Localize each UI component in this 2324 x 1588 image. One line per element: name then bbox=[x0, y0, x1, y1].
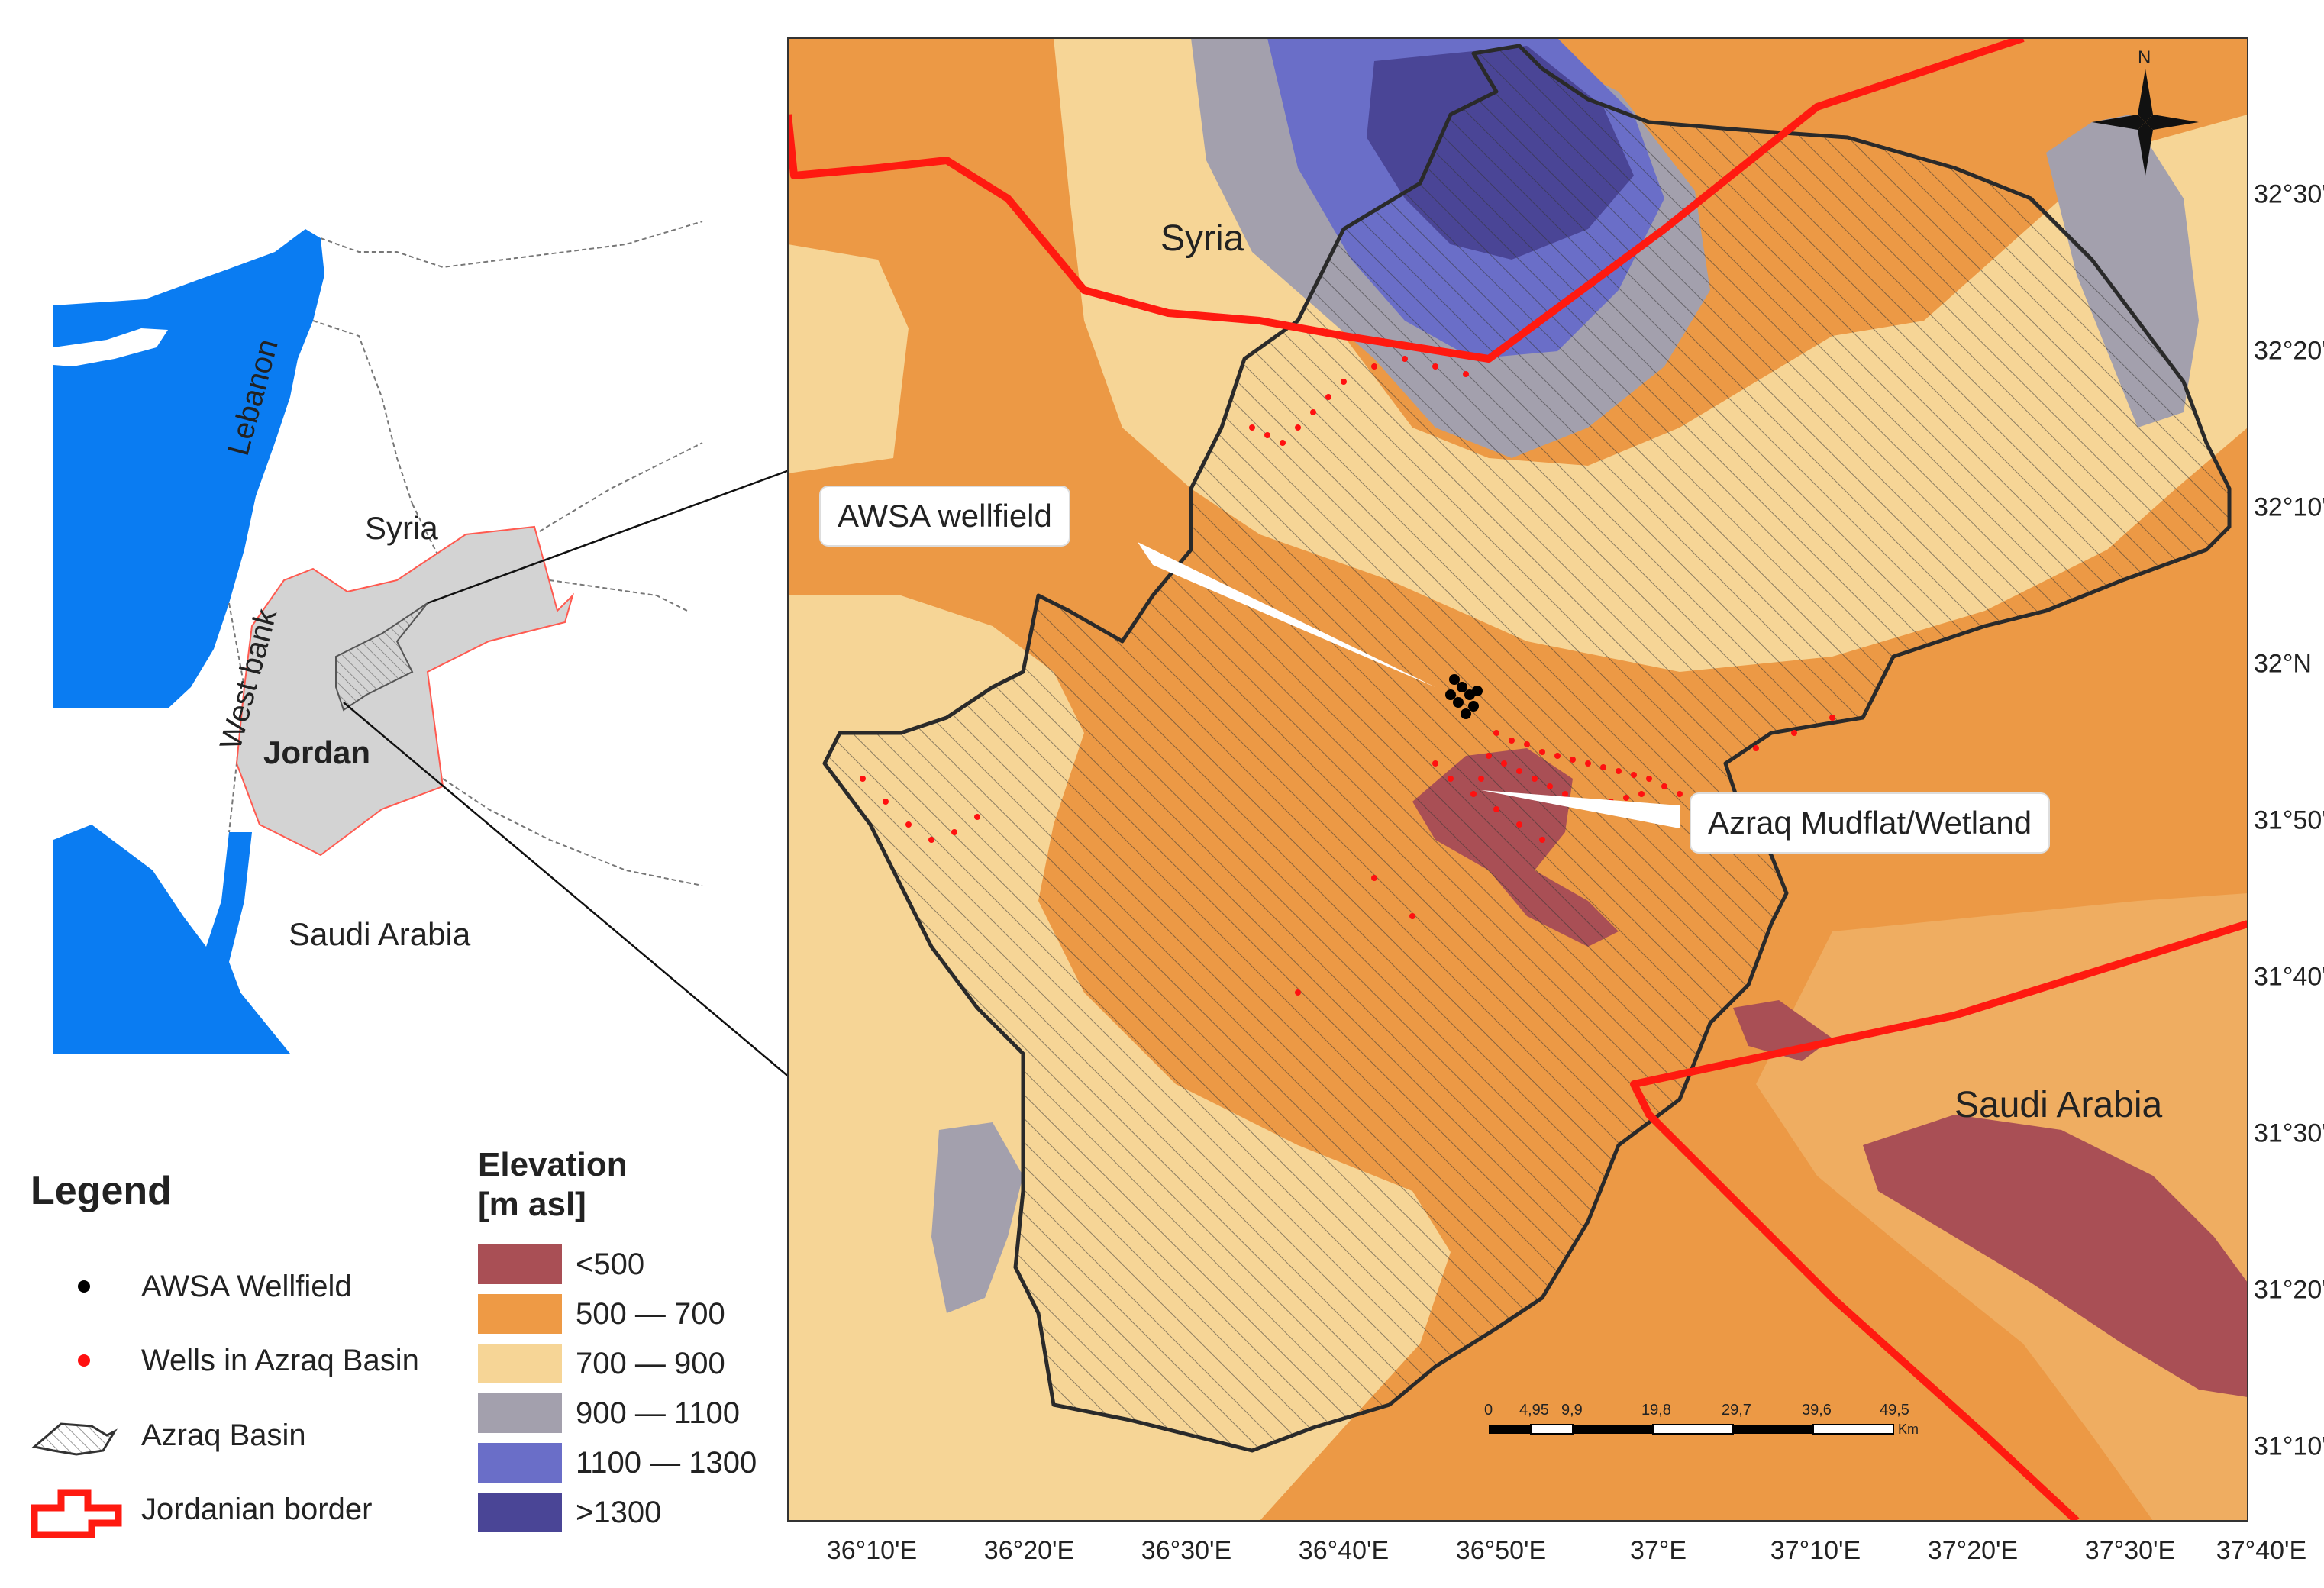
y-tick-6: 31°40'N bbox=[2254, 962, 2324, 992]
x-tick-8: 37°20'E bbox=[1927, 1536, 2019, 1565]
inset-label-saudi-arabia: Saudi Arabia bbox=[289, 916, 471, 952]
legend-red-dot-symbol bbox=[78, 1354, 90, 1367]
map-label-saudi-arabia: Saudi Arabia bbox=[1954, 1085, 2163, 1125]
scale-unit: Km bbox=[1898, 1422, 1919, 1437]
wells-azraq-basin bbox=[860, 356, 1835, 996]
elevation-label: 700 — 900 bbox=[576, 1347, 725, 1380]
elevation-label: <500 bbox=[576, 1247, 645, 1281]
elev-under-500-saudi bbox=[1863, 1115, 2248, 1397]
elevation-swatch bbox=[478, 1294, 562, 1334]
elevation-title-line1: Elevation bbox=[478, 1146, 628, 1183]
legend-title: Legend bbox=[31, 1169, 172, 1213]
scale-tick-0: 0 bbox=[1484, 1402, 1493, 1419]
elevation-label: >1300 bbox=[576, 1496, 662, 1529]
y-tick-2: 32°20'N bbox=[2254, 336, 2324, 366]
x-tick-3: 36°30'E bbox=[1141, 1536, 1232, 1565]
north-arrow bbox=[2092, 69, 2199, 176]
azraq-callout-pointer bbox=[1481, 790, 1680, 828]
y-tick-3: 32°10'N bbox=[2254, 492, 2324, 522]
scale-tick-4: 29,7 bbox=[1722, 1402, 1751, 1419]
legend-basin-symbol bbox=[31, 1422, 118, 1456]
legend-label: Wells in Azraq Basin bbox=[141, 1343, 419, 1377]
y-tick-4: 32°N bbox=[2254, 649, 2312, 679]
inset-sea-red bbox=[53, 825, 321, 1054]
callout-azraq-mudflat: Azraq Mudflat/Wetland bbox=[1691, 794, 2049, 852]
elevation-swatch bbox=[478, 1244, 562, 1284]
azraq-basin bbox=[822, 44, 2232, 1453]
y-tick-8: 31°20'N bbox=[2254, 1275, 2324, 1305]
legend-border-symbol bbox=[31, 1489, 122, 1538]
x-tick-10: 37°40'E bbox=[2216, 1536, 2307, 1565]
elevation-swatch bbox=[478, 1443, 562, 1483]
legend-label: Jordanian border bbox=[141, 1492, 373, 1526]
elevation-label: 500 — 700 bbox=[576, 1297, 725, 1331]
callout-awsa-wellfield: AWSA wellfield bbox=[821, 487, 1069, 545]
scale-bar bbox=[1489, 1424, 1894, 1435]
inset-jordan bbox=[235, 525, 575, 857]
jordanian-border bbox=[788, 38, 2025, 363]
elev-700-900-west bbox=[788, 244, 909, 473]
inset-map bbox=[53, 221, 1322, 1268]
inset-azraq-basin bbox=[335, 602, 428, 712]
x-tick-1: 36°10'E bbox=[826, 1536, 918, 1565]
x-tick-9: 37°30'E bbox=[2084, 1536, 2176, 1565]
x-tick-6: 37°E bbox=[1629, 1536, 1687, 1565]
main-map-frame bbox=[787, 37, 2248, 1522]
y-tick-9: 31°10'N bbox=[2254, 1431, 2324, 1461]
inset-cyprus bbox=[53, 328, 168, 366]
awsa-wellfield bbox=[1445, 674, 1483, 719]
jordan-saudi-border bbox=[1630, 920, 2248, 1521]
elevation-label: 1100 — 1300 bbox=[576, 1446, 757, 1480]
scale-tick-6: 49,5 bbox=[1880, 1402, 1909, 1419]
scale-tick-2: 9,9 bbox=[1561, 1402, 1583, 1419]
elevation-label: 900 — 1100 bbox=[576, 1396, 740, 1430]
y-tick-7: 31°30'N bbox=[2254, 1118, 2324, 1148]
y-tick-1: 32°30'N bbox=[2254, 179, 2324, 209]
scale-tick-3: 19,8 bbox=[1641, 1402, 1671, 1419]
awsa-callout-pointer bbox=[1138, 542, 1435, 687]
y-tick-5: 31°50'N bbox=[2254, 805, 2324, 835]
elevation-title-line2: [m asl] bbox=[478, 1186, 586, 1223]
inset-label-syria: Syria bbox=[365, 510, 438, 546]
main-map bbox=[788, 38, 2248, 1521]
elevation-swatch bbox=[478, 1393, 562, 1433]
x-tick-5: 36°50'E bbox=[1455, 1536, 1547, 1565]
inset-label-jordan: Jordan bbox=[263, 734, 371, 770]
scale-tick-5: 39,6 bbox=[1802, 1402, 1832, 1419]
map-label-syria: Syria bbox=[1160, 218, 1244, 259]
scale-tick-1: 4,95 bbox=[1519, 1402, 1549, 1419]
x-tick-2: 36°20'E bbox=[983, 1536, 1075, 1565]
x-tick-4: 36°40'E bbox=[1298, 1536, 1390, 1565]
elev-900-1100-sw bbox=[931, 1122, 1023, 1313]
x-tick-7: 37°10'E bbox=[1770, 1536, 1861, 1565]
legend-black-dot-symbol bbox=[78, 1280, 90, 1293]
elevation-swatch bbox=[478, 1493, 562, 1532]
legend-label: AWSA Wellfield bbox=[141, 1269, 352, 1303]
elevation-legend-title: Elevation [m asl] bbox=[478, 1145, 628, 1225]
north-label: N bbox=[2138, 47, 2151, 68]
elevation-swatch bbox=[478, 1344, 562, 1383]
legend-label: Azraq Basin bbox=[141, 1418, 306, 1452]
